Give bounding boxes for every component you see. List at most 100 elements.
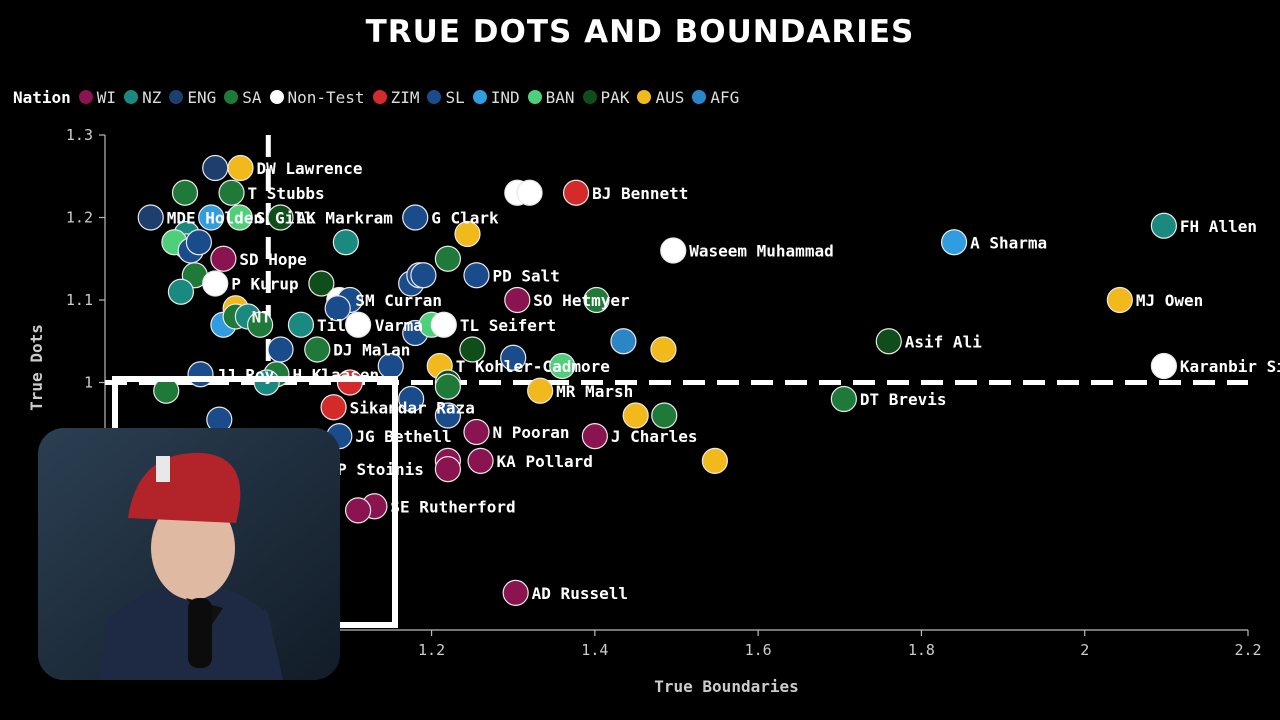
point-label: P Kurup (231, 275, 298, 294)
legend-item: Non-Test (269, 87, 365, 107)
x-tick-label: 1.4 (581, 641, 608, 659)
point-label: J Charles (611, 427, 698, 446)
data-point (332, 229, 359, 256)
legend-item: PAK (582, 87, 630, 107)
data-point (504, 286, 531, 314)
legend: Nation WI NZ ENG SA Non-Test ZIM SL IND BAN PAK AU… (13, 86, 747, 108)
data-point (650, 336, 677, 363)
data-point (226, 204, 253, 231)
data-point (830, 385, 857, 413)
point-label: SE Rutherford (390, 497, 515, 516)
data-point (434, 402, 461, 429)
point-label: G Clark (431, 209, 499, 228)
data-point (267, 204, 294, 231)
legend-item: BAN (527, 87, 575, 107)
legend-swatch (372, 90, 387, 104)
legend-swatch (78, 90, 93, 104)
point-label: SD Hope (239, 250, 306, 269)
data-point (701, 447, 728, 474)
x-tick-label: 1.8 (908, 641, 935, 659)
data-point (218, 179, 245, 206)
legend-title: Nation (13, 87, 71, 107)
legend-swatch (269, 90, 284, 104)
data-point (304, 336, 331, 363)
data-point (320, 394, 347, 421)
data-point (660, 237, 687, 264)
y-tick-label: 1.3 (66, 126, 93, 144)
point-label: SO Hetmyer (533, 291, 629, 310)
data-point (227, 154, 254, 182)
point-label: MJ Owen (1136, 291, 1203, 310)
point-label: T Kohler-Cadmore (456, 357, 610, 376)
point-label: Waseem Muhammad (689, 242, 834, 261)
legend-label: BAN (545, 87, 575, 107)
data-point (137, 204, 164, 231)
point-label: N Pooran (492, 423, 569, 442)
data-point (434, 456, 461, 483)
point-label: TL Seifert (460, 316, 556, 335)
data-point (202, 154, 229, 182)
point-label: MDE Holden (167, 209, 263, 228)
legend-label: SA (242, 87, 262, 107)
point-label: DJ Malan (333, 341, 410, 360)
legend-swatch (472, 90, 487, 104)
x-tick-label: 1.2 (418, 641, 445, 659)
data-point (324, 295, 351, 322)
point-label: KA Pollard (497, 452, 593, 471)
data-point (651, 402, 678, 429)
legend-label: Non-Test (287, 87, 365, 107)
y-tick-label: 1.2 (66, 209, 93, 227)
data-point (171, 179, 199, 206)
data-point (247, 311, 274, 338)
legend-swatch (527, 90, 542, 104)
legend-swatch (637, 90, 652, 104)
point-label: SM Curran (355, 291, 442, 310)
data-point (267, 336, 294, 363)
x-tick-label: 2.2 (1234, 641, 1261, 659)
data-point (308, 270, 335, 297)
point-label: NT (252, 308, 271, 327)
data-point (198, 204, 225, 231)
point-label: T Stubbs (248, 184, 325, 203)
legend-swatch (169, 90, 184, 104)
legend-label: PAK (600, 87, 630, 107)
point-label: BJ Bennett (592, 184, 688, 203)
data-point (583, 286, 610, 314)
legend-swatch (692, 90, 707, 104)
legend-item: AFG (692, 88, 739, 107)
legend-label: AFG (710, 87, 740, 107)
legend-swatch (582, 90, 597, 104)
data-point (502, 579, 529, 606)
data-point (402, 204, 429, 231)
point-label: FH Allen (1180, 217, 1257, 236)
data-point (167, 278, 195, 305)
point-label: AD Russell (532, 584, 628, 603)
point-label: Karanbir Singh (1180, 357, 1280, 376)
data-point (434, 373, 461, 400)
data-point (1150, 352, 1178, 380)
point-label: PD Salt (492, 266, 559, 285)
legend-item: ENG (169, 88, 216, 107)
data-point (287, 311, 315, 338)
data-point (1150, 212, 1178, 239)
data-point (940, 229, 968, 256)
data-point (516, 179, 543, 206)
x-tick-label: 1.6 (745, 641, 772, 659)
point-label: Tilak Varma (317, 316, 423, 335)
legend-item: SL (427, 88, 465, 107)
legend-swatch (124, 90, 139, 104)
legend-item: NZ (124, 88, 161, 107)
data-point (500, 344, 527, 371)
y-tick-label: 1.1 (66, 291, 93, 309)
data-point (562, 179, 590, 206)
legend-label: WI (96, 87, 117, 107)
data-point (410, 262, 437, 289)
point-label: DW Lawrence (257, 159, 363, 178)
point-label: AK Markram (297, 209, 394, 228)
point-label: A Sharma (970, 233, 1047, 252)
legend-label: ENG (187, 87, 217, 107)
legend-item: SA (224, 87, 262, 107)
data-point (344, 497, 372, 524)
legend-label: NZ (142, 87, 162, 107)
